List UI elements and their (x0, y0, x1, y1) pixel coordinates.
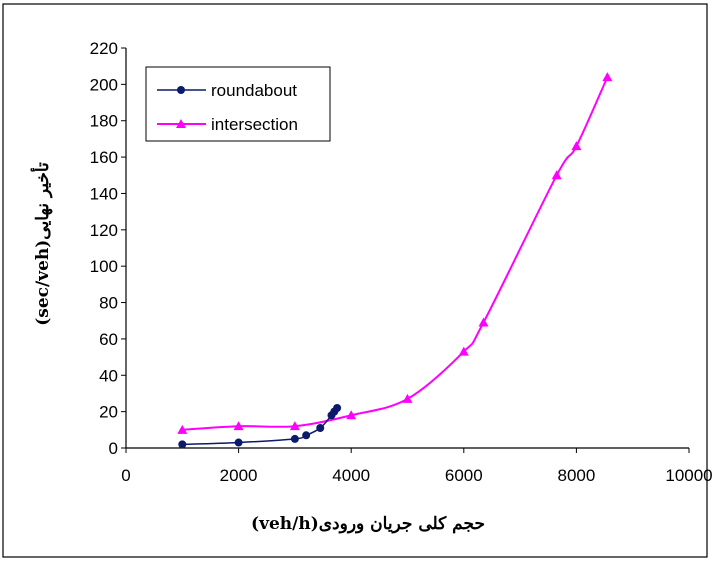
axes (125, 48, 689, 449)
legend-marker-roundabout (177, 86, 185, 94)
data-point-roundabout (302, 431, 311, 440)
data-point-roundabout (333, 404, 342, 412)
legend-label-roundabout: roundabout (211, 81, 297, 100)
y-tick-label: 0 (109, 439, 118, 458)
data-point-roundabout (290, 434, 299, 443)
y-ticks: 0 20 40 60 80 100 120 140 160 180 200 220 (90, 39, 126, 458)
data-point-roundabout (178, 440, 187, 449)
x-tick-label: 0 (121, 466, 130, 485)
series-layer (177, 72, 613, 449)
y-axis-title: تأخیر نهایی(sec/veh) (29, 162, 53, 326)
legend-marker-intersection (176, 119, 186, 128)
y-tick-label: 140 (90, 184, 118, 203)
data-point-intersection (289, 421, 300, 431)
x-tick-label: 4000 (332, 466, 370, 485)
x-tick-label: 8000 (557, 466, 595, 485)
y-tick-label: 120 (90, 221, 118, 240)
data-point-intersection (402, 393, 413, 403)
data-point-intersection (233, 421, 244, 431)
y-tick-label: 60 (99, 330, 118, 349)
data-point-roundabout (234, 438, 243, 447)
x-tick-label: 6000 (445, 466, 483, 485)
y-tick-label: 80 (99, 294, 118, 313)
y-tick-label: 160 (90, 148, 118, 167)
data-point-intersection (551, 170, 562, 180)
data-point-intersection (478, 317, 489, 327)
y-tick-label: 100 (90, 257, 118, 276)
y-tick-label: 200 (90, 75, 118, 94)
data-point-intersection (571, 141, 582, 151)
legend-box (145, 66, 331, 142)
data-point-intersection (177, 424, 188, 434)
y-tick-label: 20 (99, 403, 118, 422)
y-tick-label: 40 (99, 366, 118, 385)
y-tick-label: 220 (90, 39, 118, 58)
x-ticks: 0 2000 4000 6000 8000 10000 (121, 448, 712, 485)
data-point-intersection (458, 346, 469, 356)
legend-label-intersection: intersection (211, 115, 298, 134)
x-axis-title: حجم کلی جریان ورودی(veh/h) (251, 514, 485, 534)
data-point-roundabout (316, 424, 325, 432)
data-point-intersection (346, 410, 357, 420)
legend: roundabout intersection (145, 66, 331, 142)
x-tick-label: 2000 (220, 466, 258, 485)
x-tick-label: 10000 (665, 466, 712, 485)
y-tick-label: 180 (90, 112, 118, 131)
chart-border (2, 3, 708, 558)
data-point-intersection (602, 72, 613, 82)
